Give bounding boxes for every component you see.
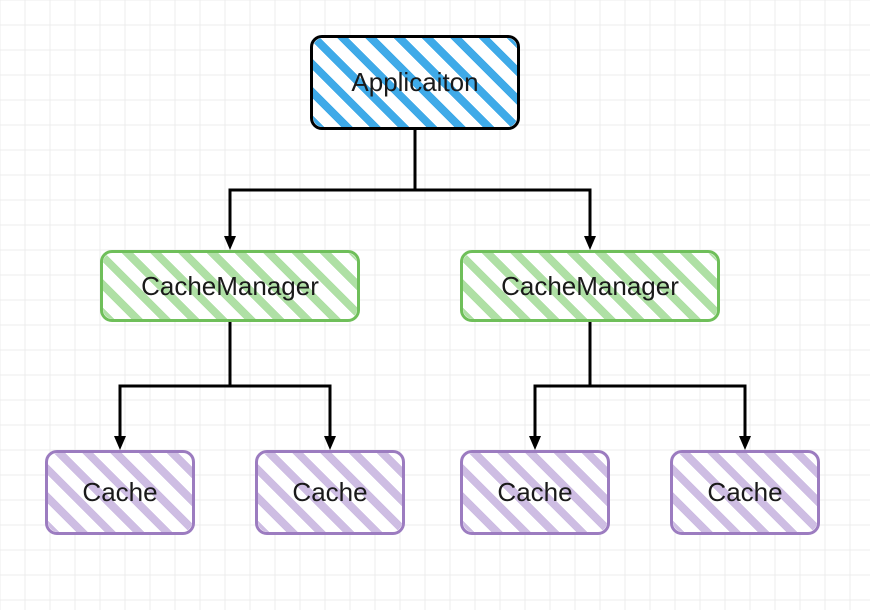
node-c2: Cache [255,450,405,535]
node-c1: Cache [45,450,195,535]
node-c3: Cache [460,450,610,535]
node-label: Cache [82,477,157,508]
node-c4: Cache [670,450,820,535]
node-label: Applicaiton [351,67,478,98]
node-label: Cache [497,477,572,508]
node-cm1: CacheManager [100,250,360,322]
node-app: Applicaiton [310,35,520,130]
node-label: Cache [292,477,367,508]
node-label: CacheManager [141,271,319,302]
node-label: CacheManager [501,271,679,302]
node-cm2: CacheManager [460,250,720,322]
node-label: Cache [707,477,782,508]
diagram-canvas: Applicaiton CacheManager CacheManager Cache… [0,0,870,610]
